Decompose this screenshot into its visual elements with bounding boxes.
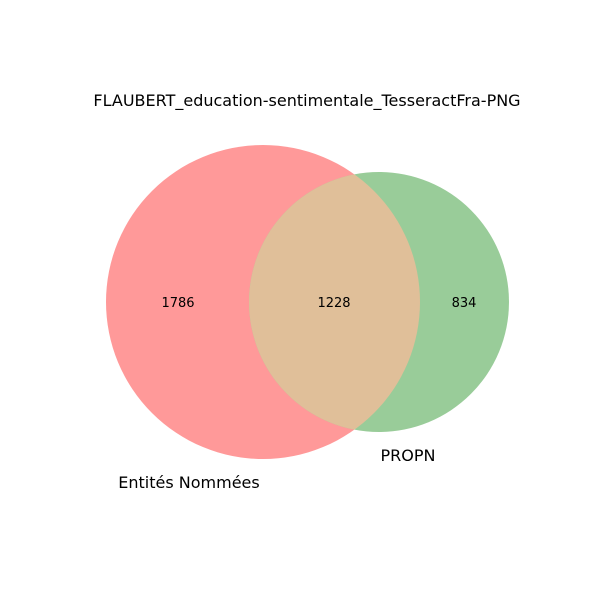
set-b-label: PROPN xyxy=(381,446,436,465)
diagram-title: FLAUBERT_education-sentimentale_Tesserac… xyxy=(93,91,520,111)
intersection-count: 1228 xyxy=(317,296,350,311)
set-a-label: Entités Nommées xyxy=(118,473,259,492)
only-b-count: 834 xyxy=(452,296,477,311)
intersection-region xyxy=(249,172,420,432)
only-a-count: 1786 xyxy=(161,296,194,311)
